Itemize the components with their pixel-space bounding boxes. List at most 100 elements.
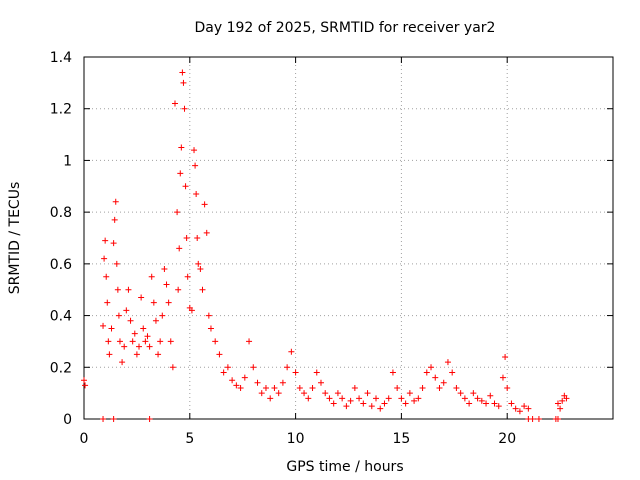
data-point: [275, 390, 282, 397]
data-point: [144, 333, 151, 340]
data-point: [136, 343, 143, 350]
data-point: [360, 400, 367, 407]
data-point: [146, 416, 153, 422]
data-point: [279, 379, 286, 386]
data-point: [504, 384, 511, 391]
data-point: [502, 353, 509, 360]
grid-lines: [84, 57, 613, 419]
data-point: [197, 266, 204, 273]
x-tick-label: 10: [287, 431, 305, 447]
data-point: [129, 338, 136, 345]
data-point: [440, 379, 447, 386]
y-tick-label: 0.8: [50, 205, 72, 221]
data-point: [237, 384, 244, 391]
data-point: [212, 338, 219, 345]
data-point: [146, 343, 153, 350]
data-point: [106, 351, 113, 358]
data-point: [364, 390, 371, 397]
data-point: [184, 273, 191, 280]
data-point: [216, 351, 223, 358]
data-point: [104, 299, 111, 306]
x-tick-label: 20: [498, 431, 516, 447]
data-point: [150, 299, 157, 306]
y-tick-label: 0.6: [50, 257, 72, 273]
data-point: [110, 416, 117, 422]
data-point: [155, 351, 162, 358]
data-point: [220, 369, 227, 376]
data-point: [81, 377, 87, 384]
data-point: [102, 237, 109, 244]
data-point: [461, 395, 468, 402]
data-point: [194, 235, 201, 241]
data-point: [474, 395, 481, 402]
x-tick-label: 15: [392, 431, 410, 447]
data-point: [121, 343, 128, 350]
data-point: [157, 338, 164, 345]
data-point: [351, 384, 358, 391]
data-point: [284, 364, 291, 371]
data-point: [246, 338, 253, 345]
y-tick-label: 0: [63, 412, 72, 428]
data-points: [81, 69, 570, 422]
data-point: [175, 286, 182, 293]
data-point: [111, 216, 118, 223]
data-point: [347, 397, 354, 404]
y-tick-label: 0.4: [50, 309, 72, 325]
data-point: [195, 260, 202, 267]
data-point: [127, 317, 134, 324]
data-point: [483, 400, 490, 407]
x-tick-label: 5: [185, 431, 194, 447]
data-point: [381, 400, 388, 407]
data-point: [516, 408, 523, 415]
data-point: [182, 183, 189, 190]
axis-ticks: 0 0.2 0.4 0.6 0.8 1 1.2 1.4 0 5 10 15 20: [50, 50, 613, 447]
data-point: [241, 374, 248, 381]
data-point: [133, 351, 140, 358]
data-point: [313, 369, 320, 376]
data-point: [101, 255, 108, 262]
data-point: [508, 400, 515, 407]
y-tick-label: 0.2: [50, 360, 72, 376]
data-point: [470, 390, 477, 397]
data-point: [398, 395, 405, 402]
data-point: [554, 400, 561, 407]
x-axis-label: GPS time / hours: [286, 459, 403, 475]
data-point: [373, 395, 380, 402]
data-point: [199, 286, 206, 293]
y-tick-label: 1.4: [50, 50, 72, 66]
data-point: [165, 299, 172, 306]
data-point: [258, 390, 265, 397]
data-point: [224, 364, 231, 371]
data-point: [119, 359, 126, 366]
data-point: [406, 390, 413, 397]
data-point: [535, 416, 542, 422]
data-point: [207, 325, 214, 332]
data-point: [159, 312, 166, 319]
data-point: [563, 395, 570, 402]
data-point: [123, 307, 130, 314]
data-point: [402, 400, 409, 407]
data-point: [559, 397, 566, 404]
data-point: [339, 395, 346, 402]
data-point: [125, 286, 132, 293]
data-point: [179, 69, 186, 76]
data-point: [529, 416, 536, 422]
data-point: [305, 395, 312, 402]
data-point: [453, 384, 460, 391]
data-point: [203, 229, 210, 236]
y-axis-label: SRMTID / TECUs: [7, 182, 23, 295]
data-point: [292, 369, 299, 376]
data-point: [171, 100, 178, 107]
data-point: [385, 395, 392, 402]
data-point: [423, 369, 430, 376]
data-point: [343, 403, 350, 410]
data-point: [178, 144, 185, 151]
data-point: [152, 317, 159, 324]
data-point: [169, 364, 176, 371]
data-point: [377, 405, 384, 412]
data-point: [512, 405, 519, 412]
data-point: [428, 364, 435, 371]
data-point: [100, 322, 107, 329]
data-point: [309, 384, 316, 391]
data-point: [521, 403, 528, 410]
